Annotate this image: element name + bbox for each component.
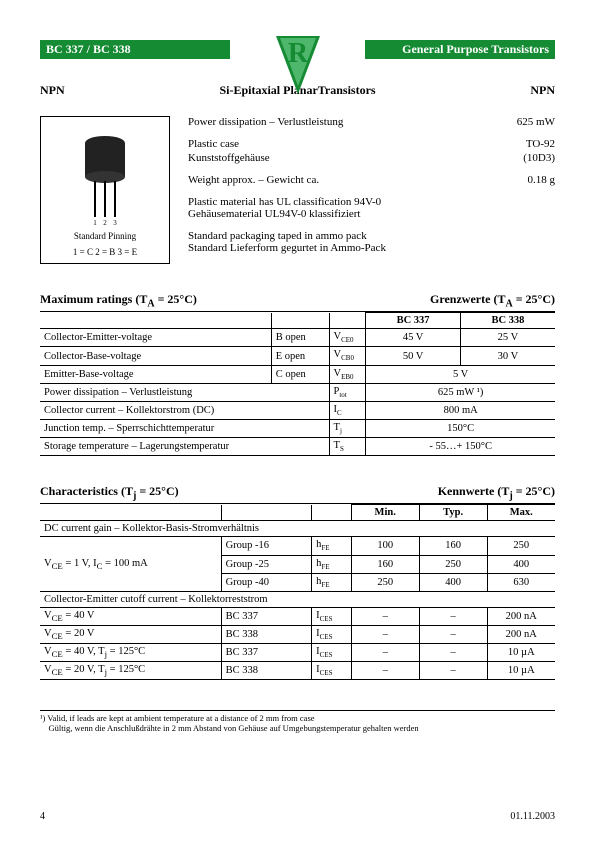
spec-case2-val: (10D3) xyxy=(513,152,555,164)
svg-text:2: 2 xyxy=(103,219,107,225)
page-number: 4 xyxy=(40,811,45,822)
table-row: Collector current – Kollektorstrom (DC) … xyxy=(40,401,555,419)
table-row: Storage temperature – Lagerungstemperatu… xyxy=(40,437,555,455)
brand-logo: R xyxy=(266,36,330,100)
page-footer: 4 01.11.2003 xyxy=(40,811,555,822)
table-row: VCE = 1 V, IC = 100 mA Group -25 hFE 160… xyxy=(40,555,555,573)
characteristics-title: Characteristics (Tj = 25°C) Kennwerte (T… xyxy=(40,484,555,504)
spec-pack2: Standard Lieferform gegurtet in Ammo-Pac… xyxy=(188,242,555,254)
table-row: Power dissipation – Verlustleistung Ptot… xyxy=(40,383,555,401)
table-row: Group -16 hFE 100 160 250 xyxy=(40,537,555,555)
package-diagram-box: 1 2 3 Standard Pinning 1 = C 2 = B 3 = E xyxy=(40,116,170,264)
section-header: DC current gain – Kollektor-Basis-Stromv… xyxy=(40,521,555,537)
footnote: ¹) Valid, if leads are kept at ambient t… xyxy=(40,710,555,733)
table-row: Junction temp. – Sperrschichttemperatur … xyxy=(40,419,555,437)
spec-case1-label: Plastic case xyxy=(188,138,239,150)
spec-ul2: Gehäusematerial UL94V-0 klassifiziert xyxy=(188,208,555,220)
spec-weight-val: 0.18 g xyxy=(518,174,556,186)
svg-text:1: 1 xyxy=(93,219,97,225)
table-row: VCE = 20 V, Tj = 125°C BC 338 ICES – – 1… xyxy=(40,662,555,680)
spec-pack1: Standard packaging taped in ammo pack xyxy=(188,230,555,242)
pinning-legend: 1 = C 2 = B 3 = E xyxy=(47,247,163,257)
spec-weight-label: Weight approx. – Gewicht ca. xyxy=(188,174,319,186)
top-section: 1 2 3 Standard Pinning 1 = C 2 = B 3 = E… xyxy=(40,116,555,264)
table-row: Collector-Base-voltage E open VCB0 50 V … xyxy=(40,347,555,365)
header-category: General Purpose Transistors xyxy=(365,40,555,59)
table-row: Collector-Emitter-voltage B open VCE0 45… xyxy=(40,329,555,347)
spec-case2-label: Kunststoffgehäuse xyxy=(188,152,270,164)
spec-power-val: 625 mW xyxy=(507,116,555,128)
spec-case1-val: TO-92 xyxy=(516,138,555,150)
svg-text:R: R xyxy=(287,38,308,69)
table-row: VCE = 20 V BC 338 ICES – – 200 nA xyxy=(40,625,555,643)
page-date: 01.11.2003 xyxy=(510,811,555,822)
polarity-right: NPN xyxy=(530,83,555,98)
table-row: Group -40 hFE 250 400 630 xyxy=(40,573,555,591)
polarity-left: NPN xyxy=(40,83,65,98)
header-bar: BC 337 / BC 338 R General Purpose Transi… xyxy=(40,40,555,59)
footnote-line2: Gültig, wenn die Anschlußdrähte in 2 mm … xyxy=(40,723,555,733)
max-ratings-title: Maximum ratings (TA = 25°C) Grenzwerte (… xyxy=(40,292,555,312)
spec-ul1: Plastic material has UL classification 9… xyxy=(188,196,555,208)
svg-text:3: 3 xyxy=(113,219,117,225)
specs-block: Power dissipation – Verlustleistung 625 m… xyxy=(188,116,555,264)
table-row: VCE = 40 V BC 337 ICES – – 200 nA xyxy=(40,607,555,625)
footnote-line1: ¹) Valid, if leads are kept at ambient t… xyxy=(40,713,555,723)
section-header: Collector-Emitter cutoff current – Kolle… xyxy=(40,591,555,607)
table-row: Emitter-Base-voltage C open VEB0 5 V xyxy=(40,365,555,383)
header-part-number: BC 337 / BC 338 xyxy=(40,40,230,59)
package-icon: 1 2 3 xyxy=(65,125,145,225)
max-ratings-table: BC 337 BC 338 Collector-Emitter-voltage … xyxy=(40,312,555,456)
pinning-title: Standard Pinning xyxy=(47,231,163,241)
spec-power-label: Power dissipation – Verlustleistung xyxy=(188,116,343,128)
characteristics-table: Min. Typ. Max. DC current gain – Kollekt… xyxy=(40,504,555,680)
table-row: VCE = 40 V, Tj = 125°C BC 337 ICES – – 1… xyxy=(40,643,555,661)
